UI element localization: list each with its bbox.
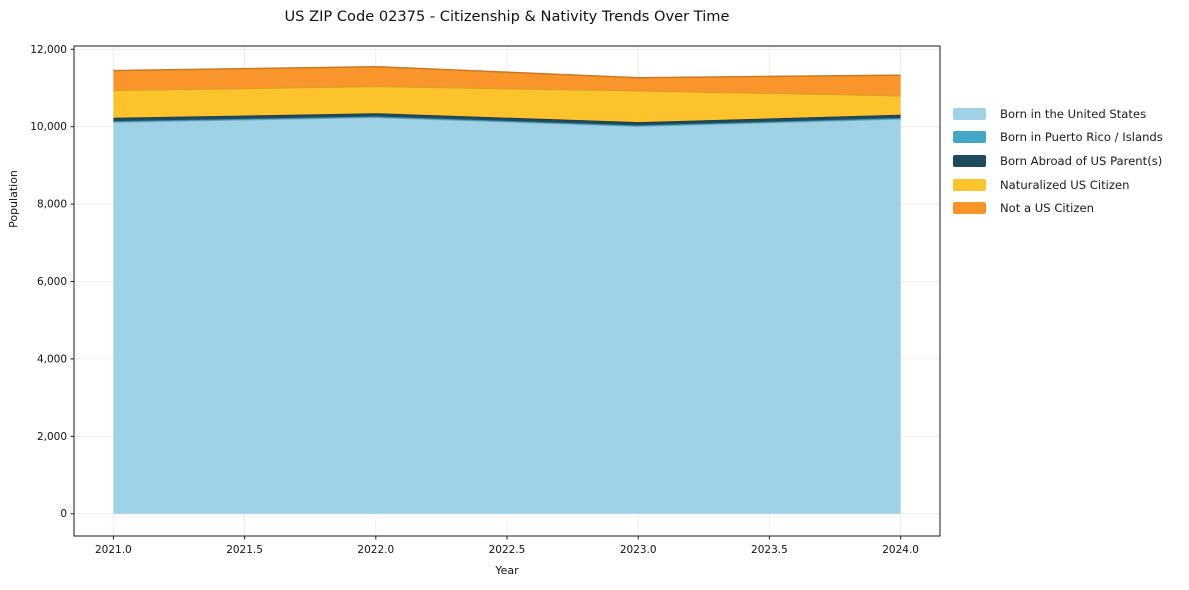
legend-item-naturalized-us-citizen: Naturalized US Citizen	[953, 173, 1185, 197]
legend-swatch-icon	[953, 107, 986, 120]
x-axis-label: Year	[495, 564, 519, 577]
legend-label: Not a US Citizen	[1000, 201, 1094, 216]
legend-swatch-icon	[953, 202, 986, 215]
x-tick-label: 2022.0	[357, 544, 394, 556]
area-layer-born-in-the-united-states	[113, 117, 901, 514]
x-tick-label: 2024.0	[882, 544, 919, 556]
legend: Born in the United States Born in Puerto …	[953, 102, 1185, 220]
legend-swatch-icon	[953, 131, 986, 144]
y-axis-label: Population	[7, 170, 20, 228]
area-layer-naturalized-us-citizen	[113, 86, 901, 123]
legend-label: Naturalized US Citizen	[1000, 177, 1130, 192]
legend-swatch-icon	[953, 178, 986, 191]
x-axis: 2021.0 2021.5 2022.0 2022.5 2023.0 2023.5 2024…	[95, 536, 919, 556]
x-tick-label: 2023.0	[620, 544, 657, 556]
legend-label: Born in the United States	[1000, 106, 1147, 121]
y-tick-label: 8,000	[37, 199, 67, 211]
legend-label: Born in Puerto Rico / Islands	[1000, 130, 1163, 145]
x-tick-label: 2021.0	[95, 544, 132, 556]
chart-title: US ZIP Code 02375 - Citizenship & Nativi…	[284, 8, 730, 25]
x-tick-label: 2021.5	[226, 544, 263, 556]
y-tick-label: 4,000	[37, 353, 67, 365]
legend-item-not-a-us-citizen: Not a US Citizen	[953, 196, 1185, 220]
y-tick-label: 0	[60, 508, 67, 520]
legend-item-born-in-the-united-states: Born in the United States	[953, 102, 1185, 126]
area-edge-not-a-us-citizen	[113, 65, 901, 79]
y-axis: 0 2,000 4,000 6,000 8,000 10,000 12,000	[30, 44, 74, 520]
y-tick-label: 12,000	[30, 44, 67, 56]
area-layer-not-a-us-citizen	[113, 66, 901, 96]
area-layer-born-abroad-of-us-parent-s	[113, 113, 901, 126]
y-tick-label: 2,000	[37, 431, 67, 443]
area-edge-born-abroad-of-us-parent-s	[113, 112, 901, 123]
legend-item-born-abroad-of-us-parent-s: Born Abroad of US Parent(s)	[953, 149, 1185, 173]
x-tick-label: 2022.5	[489, 544, 526, 556]
legend-label: Born Abroad of US Parent(s)	[1000, 153, 1163, 168]
legend-item-born-in-puerto-rico-islands: Born in Puerto Rico / Islands	[953, 126, 1185, 150]
y-tick-label: 6,000	[37, 276, 67, 288]
y-tick-label: 10,000	[30, 121, 67, 133]
legend-swatch-icon	[953, 154, 986, 167]
x-tick-label: 2023.5	[751, 544, 788, 556]
